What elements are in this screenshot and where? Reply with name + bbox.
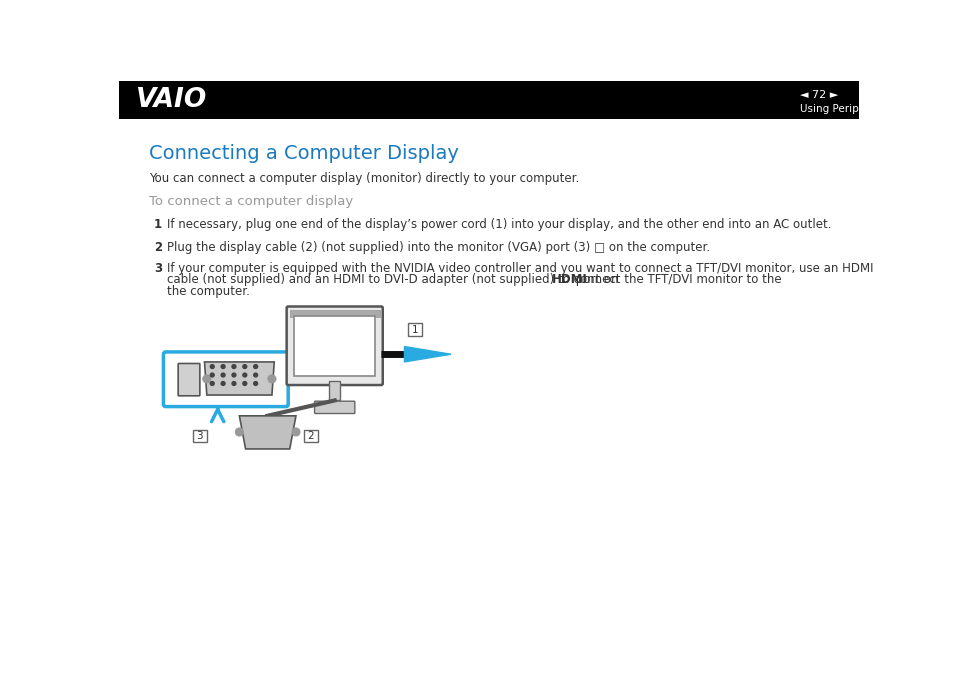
Text: the computer.: the computer. xyxy=(167,285,250,298)
Circle shape xyxy=(203,375,211,383)
Circle shape xyxy=(253,381,257,386)
Text: To connect a computer display: To connect a computer display xyxy=(149,195,353,208)
Circle shape xyxy=(235,428,243,436)
Circle shape xyxy=(221,373,225,377)
Circle shape xyxy=(210,365,214,369)
Circle shape xyxy=(221,381,225,386)
Bar xyxy=(193,430,207,442)
Circle shape xyxy=(232,373,235,377)
Circle shape xyxy=(232,381,235,386)
Circle shape xyxy=(232,365,235,369)
Text: VAIO: VAIO xyxy=(136,87,208,113)
Text: HDMI: HDMI xyxy=(552,274,587,286)
Circle shape xyxy=(292,428,299,436)
Text: If necessary, plug one end of the display’s power cord (1) into your display, an: If necessary, plug one end of the displa… xyxy=(167,218,831,231)
Text: 2: 2 xyxy=(154,241,162,254)
Text: cable (not supplied) and an HDMI to DVI-D adapter (not supplied) to connect the : cable (not supplied) and an HDMI to DVI-… xyxy=(167,274,785,286)
Text: 2: 2 xyxy=(307,431,314,441)
Text: 3: 3 xyxy=(154,262,162,275)
Circle shape xyxy=(268,375,275,383)
Circle shape xyxy=(253,365,257,369)
Text: Connecting a Computer Display: Connecting a Computer Display xyxy=(149,144,458,163)
Text: port on: port on xyxy=(572,274,618,286)
FancyBboxPatch shape xyxy=(163,352,288,406)
Circle shape xyxy=(221,365,225,369)
Bar xyxy=(303,430,317,442)
Circle shape xyxy=(243,381,247,386)
Bar xyxy=(119,81,858,119)
Circle shape xyxy=(253,373,257,377)
Text: 3: 3 xyxy=(196,431,203,441)
Text: Using Peripheral Devices: Using Peripheral Devices xyxy=(800,104,929,114)
Polygon shape xyxy=(239,416,295,449)
Bar xyxy=(294,315,375,376)
Polygon shape xyxy=(204,362,274,395)
Text: 1: 1 xyxy=(154,218,162,231)
Bar xyxy=(329,381,340,400)
FancyBboxPatch shape xyxy=(286,307,382,385)
Polygon shape xyxy=(404,346,451,362)
Text: If your computer is equipped with the NVIDIA video controller and you want to co: If your computer is equipped with the NV… xyxy=(167,262,873,275)
Text: You can connect a computer display (monitor) directly to your computer.: You can connect a computer display (moni… xyxy=(149,172,578,185)
Text: ◄ 72 ►: ◄ 72 ► xyxy=(800,90,838,100)
Circle shape xyxy=(243,373,247,377)
Circle shape xyxy=(210,381,214,386)
Circle shape xyxy=(210,373,214,377)
Bar xyxy=(290,309,379,317)
Bar xyxy=(408,324,422,336)
Circle shape xyxy=(243,365,247,369)
FancyBboxPatch shape xyxy=(314,401,355,414)
Text: 1: 1 xyxy=(412,325,418,334)
FancyBboxPatch shape xyxy=(178,363,199,396)
Text: Plug the display cable (2) (not supplied) into the monitor (VGA) port (3) □ on t: Plug the display cable (2) (not supplied… xyxy=(167,241,710,254)
